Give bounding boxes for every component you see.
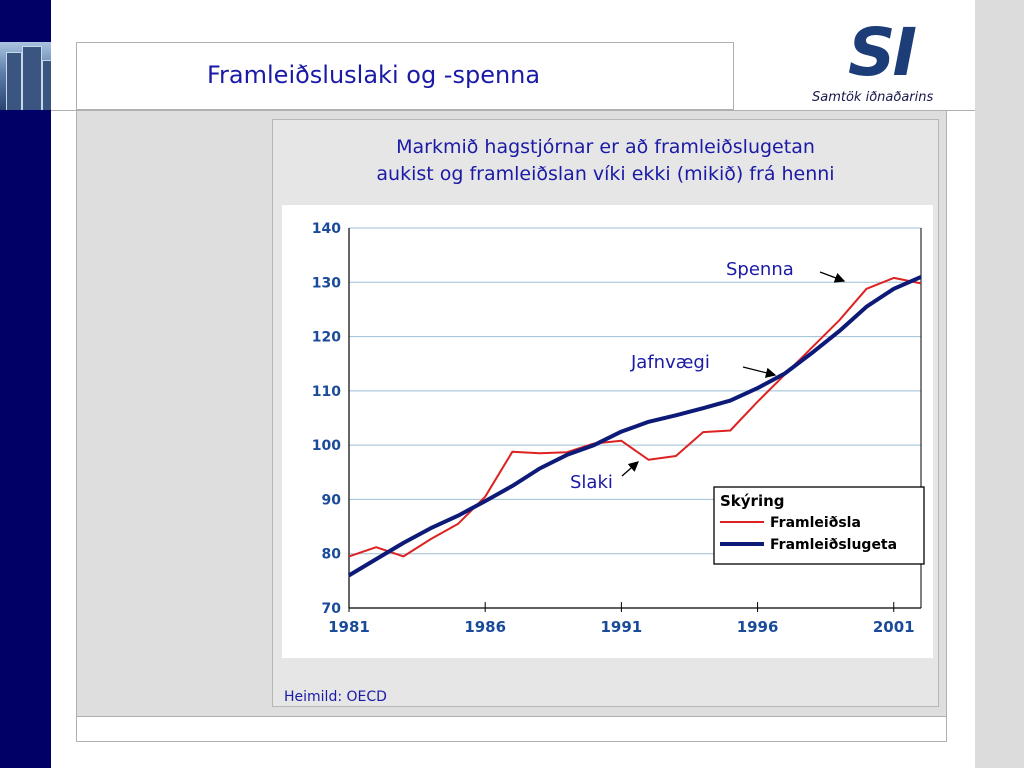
- logo-text: Samtök iðnaðarins: [812, 90, 934, 105]
- x-tick-label: 1996: [737, 618, 779, 636]
- chart-subtitle: Markmið hagstjórnar er að framleiðsluget…: [272, 134, 939, 188]
- building-image: [0, 42, 51, 110]
- annotation-spenna-arrow: [819, 271, 846, 283]
- title-divider: [51, 110, 975, 111]
- y-tick-label: 100: [312, 438, 341, 454]
- y-tick-label: 140: [312, 221, 341, 237]
- annotation-spenna: Spenna: [726, 259, 794, 280]
- y-tick-label: 120: [312, 330, 341, 346]
- legend-box: [713, 486, 925, 565]
- annotation-slaki: Slaki: [570, 472, 613, 493]
- footer-box: [76, 716, 947, 742]
- x-tick-label: 1981: [328, 618, 370, 636]
- left-gray-panel: [76, 111, 265, 716]
- y-tick-label: 90: [322, 492, 342, 508]
- annotation-jafnvaegi: Jafnvægi: [630, 352, 710, 373]
- legend-label: Framleiðslugeta: [770, 537, 897, 553]
- chart-background: [282, 205, 933, 658]
- annotation-jafnvaegi-arrow: [742, 366, 777, 378]
- y-tick-label: 110: [312, 384, 341, 400]
- x-tick-label: 1991: [601, 618, 643, 636]
- subtitle-line-2: aukist og framleiðslan víki ekki (mikið)…: [376, 163, 835, 185]
- subtitle-line-1: Markmið hagstjórnar er að framleiðsluget…: [396, 136, 815, 158]
- legend-label: Framleiðsla: [770, 515, 861, 531]
- y-tick-label: 130: [312, 275, 341, 291]
- y-tick-label: 70: [322, 601, 342, 617]
- source-note: Heimild: OECD: [284, 689, 387, 705]
- series-line-framleidsla: [348, 276, 922, 558]
- si-logo: SI Samtök iðnaðarins: [808, 18, 958, 108]
- legend-title: Skýring: [720, 492, 785, 510]
- annotation-slaki-arrow: [621, 461, 639, 477]
- right-gray-strip: [975, 0, 1024, 768]
- slide-title: Framleiðsluslaki og -spenna: [207, 61, 541, 89]
- logo-mark: SI: [848, 14, 917, 91]
- x-tick-label: 1986: [464, 618, 506, 636]
- series-line-framleidslugeta: [347, 275, 922, 578]
- left-accent-bar: [0, 0, 51, 768]
- x-tick-label: 2001: [873, 618, 915, 636]
- title-box: Framleiðsluslaki og -spenna: [76, 42, 734, 110]
- y-tick-label: 80: [322, 547, 342, 563]
